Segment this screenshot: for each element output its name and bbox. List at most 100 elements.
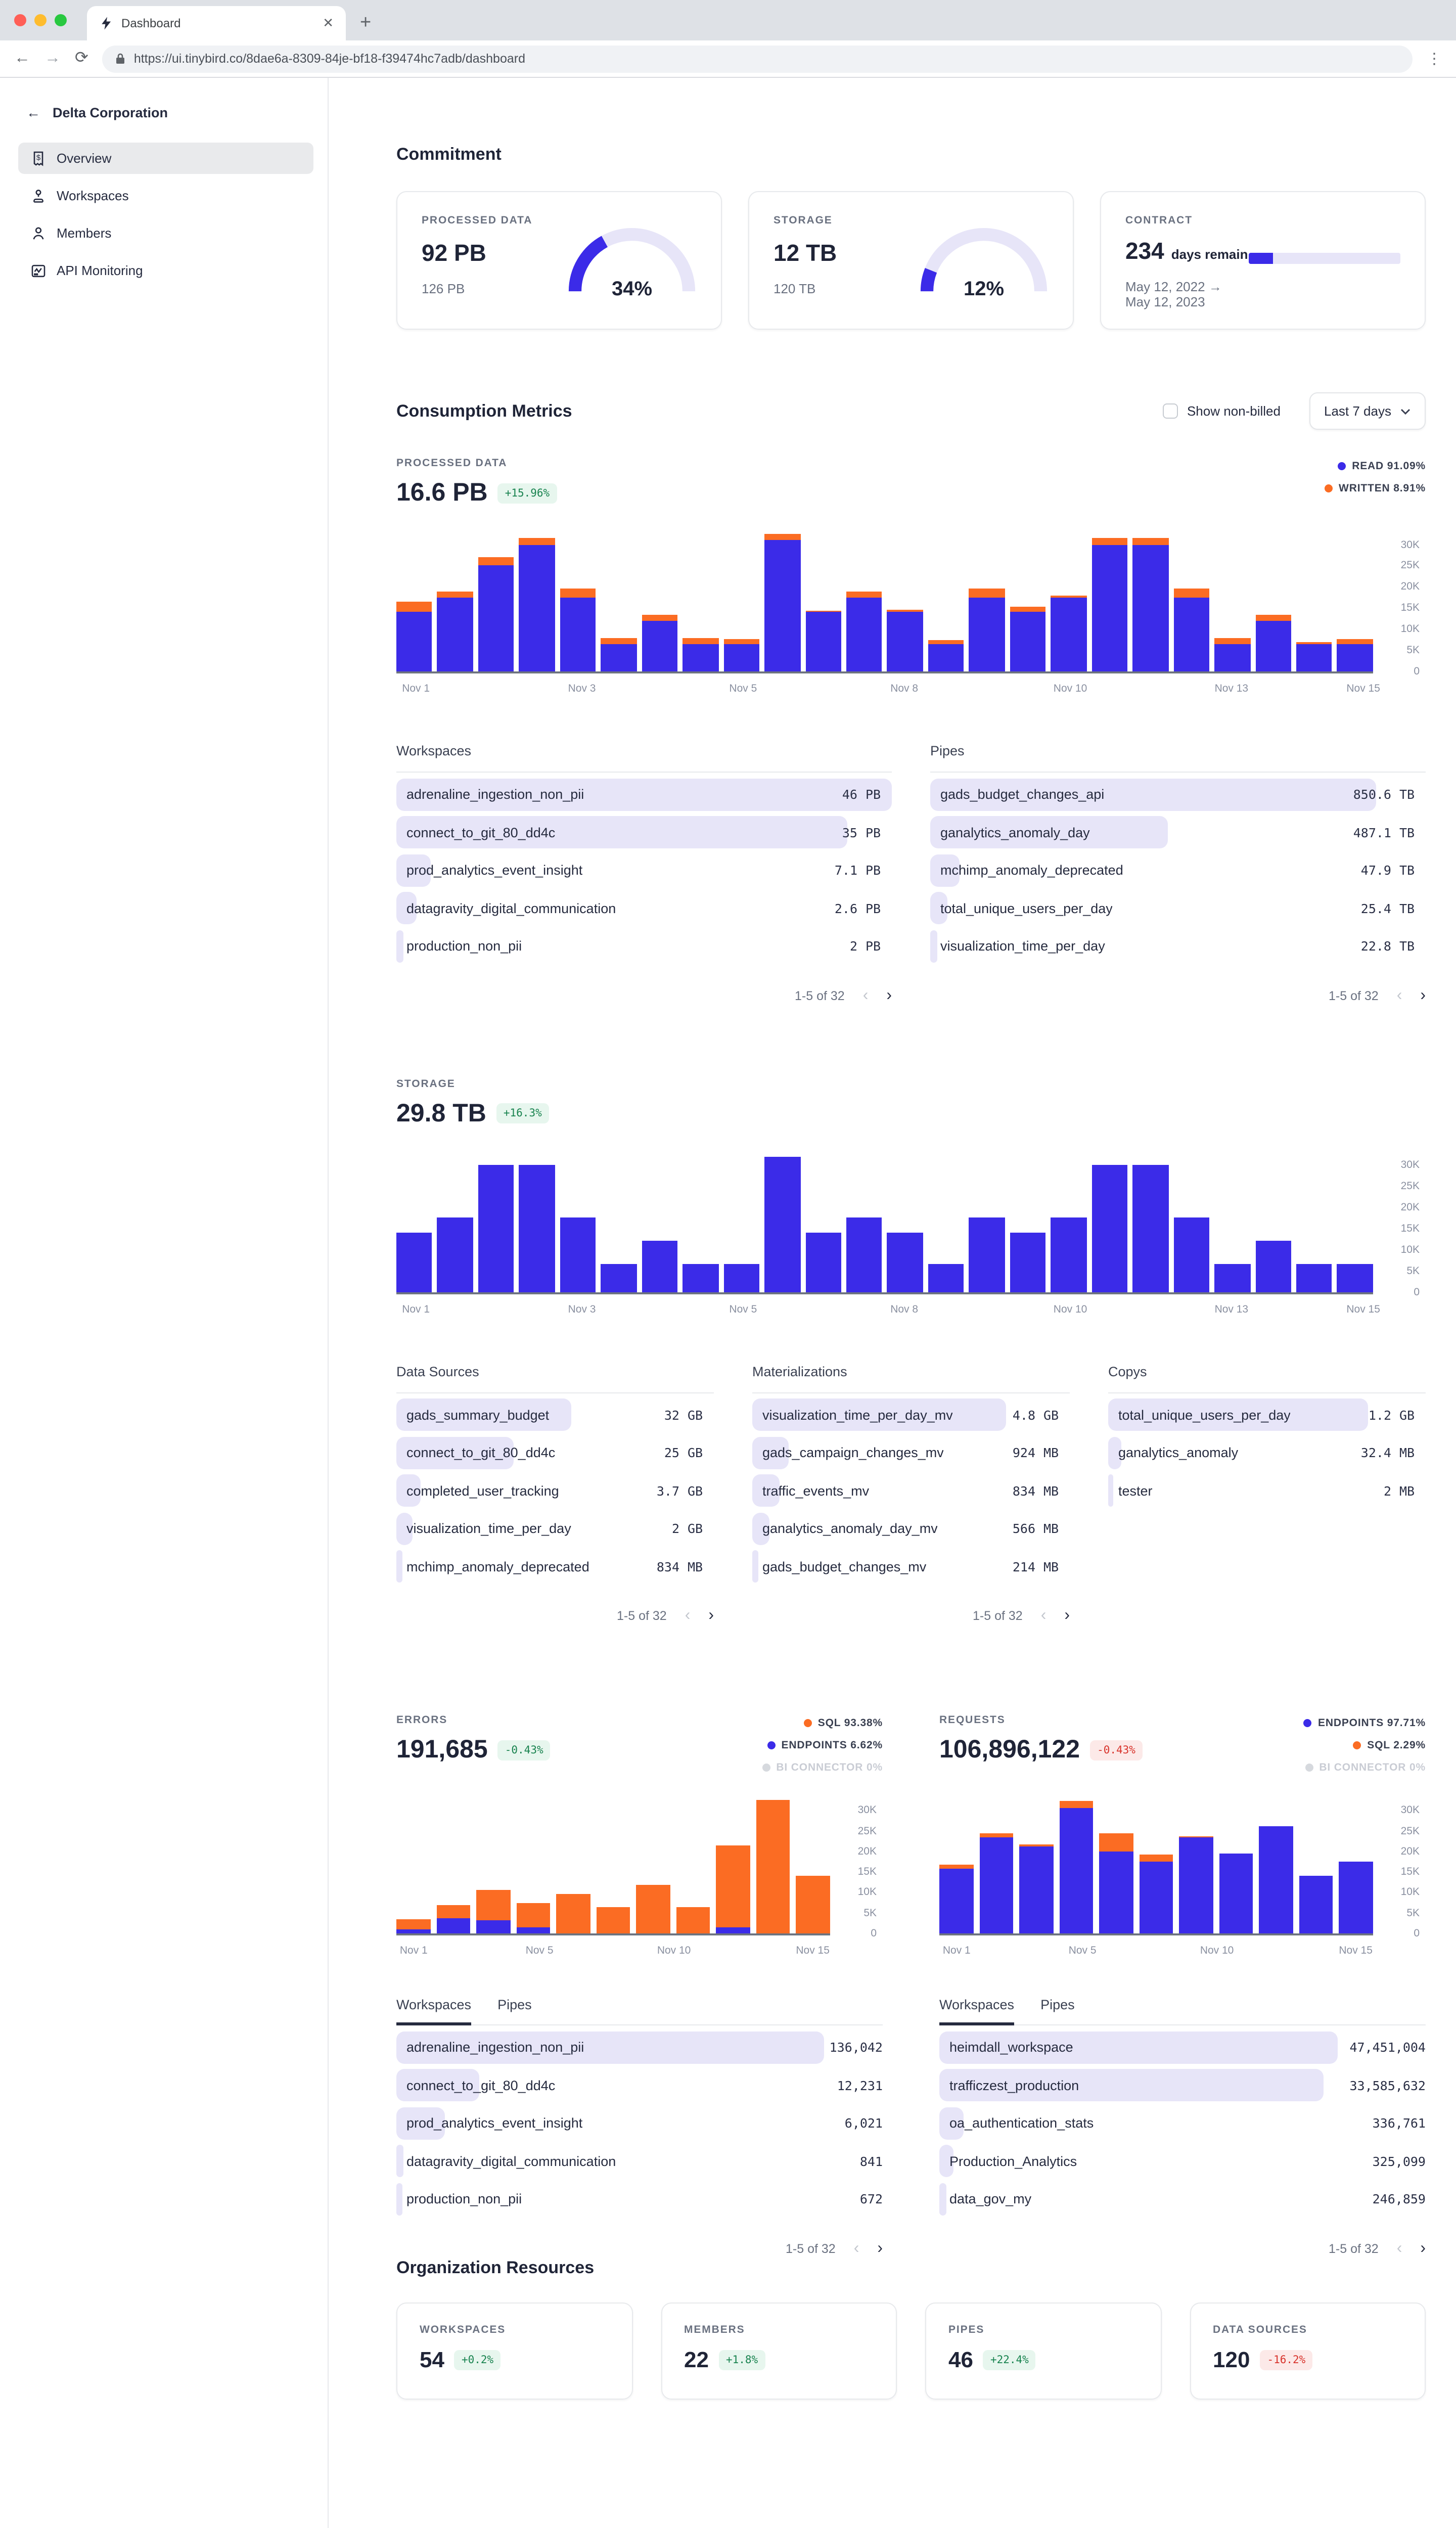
row-name-link[interactable]: datagravity_digital_communication [406,900,616,916]
new-tab-button[interactable]: + [360,12,372,33]
chart-bar [805,1152,841,1292]
row-name-link[interactable]: production_non_pii [406,938,522,954]
chart-legend: SQL 93.38% ENDPOINTS 6.62% BI CONNECTOR 0% [762,1714,883,1774]
row-name-link[interactable]: adrenaline_ingestion_non_pii [406,787,584,802]
show-non-billed-checkbox[interactable]: Show non-billed [1162,403,1281,419]
zoom-window-button[interactable] [55,14,67,26]
org-name: Delta Corporation [53,105,168,120]
pagination-prev-icon[interactable]: ‹ [1396,986,1402,1004]
chart-bar [1139,1798,1173,1933]
x-axis-tick: Nov 13 [1214,683,1249,695]
row-usage-bar [752,1436,789,1469]
browser-tab[interactable]: Dashboard ✕ [87,6,346,40]
tab-pipes[interactable]: Pipes [497,1997,532,2012]
chart-bar [1219,1798,1253,1933]
legend-dot-icon [803,1719,812,1727]
row-name: tester [1118,1483,1153,1498]
url-bar[interactable]: https://ui.tinybird.co/8dae6a-8309-84je-… [102,45,1413,72]
pipes-count-card: PIPES 46 +22.4% [925,2302,1161,2399]
tab-close-icon[interactable]: ✕ [323,15,334,30]
card-label: DATA SOURCES [1213,2323,1307,2335]
pagination-prev-icon[interactable]: ‹ [862,986,869,1004]
pagination-next-icon[interactable]: › [877,2239,883,2256]
commitment-cards: PROCESSED DATA 92 PB 126 PB 34% STORAGE … [396,191,1426,330]
row-name-link[interactable]: heimdall_workspace [949,2040,1073,2055]
legend-dot-icon [1325,484,1333,492]
pagination-prev-icon[interactable]: ‹ [1040,1607,1046,1624]
row-name-link[interactable]: Production_Analytics [949,2153,1077,2169]
pagination-next-icon[interactable]: › [1420,2239,1426,2256]
close-window-button[interactable] [14,14,26,26]
row-name-link[interactable]: datagravity_digital_communication [406,2153,616,2169]
sidebar-item-members[interactable]: Members [18,217,313,249]
row-value: 246,859 [1372,2191,1426,2206]
pagination-range: 1-5 of 32 [786,2241,836,2255]
minimize-window-button[interactable] [34,14,47,26]
pagination-prev-icon[interactable]: ‹ [853,2239,859,2256]
pagination-next-icon[interactable]: › [1420,986,1426,1004]
row-name-link[interactable]: trafficzest_production [949,2078,1079,2093]
chart-bar [723,532,760,671]
table-row: gads_budget_changes_api 850.6 TB [930,778,1426,810]
table-row: visualization_time_per_day_mv 4.8 GB [752,1398,1070,1431]
chart-bar [1173,532,1210,671]
usage-gauge: 34% [567,227,697,300]
checkbox-icon[interactable] [1162,403,1178,419]
row-name-link[interactable]: connect_to_git_80_dd4c [406,2078,556,2093]
back-arrow-icon[interactable]: ← [26,104,40,120]
chart-bar [436,1798,471,1933]
contract-card: CONTRACT 234 days remain May 12, 2022 → … [1100,191,1426,330]
lock-icon [116,53,125,64]
tab-workspaces[interactable]: Workspaces [939,1997,1015,2025]
metric-label: PROCESSED DATA [396,457,508,469]
legend-dot-icon [767,1741,776,1749]
date-range-dropdown[interactable]: Last 7 days [1309,392,1426,430]
row-value: 566 MB [1012,1521,1059,1536]
back-icon[interactable]: ← [14,50,30,67]
row-name-link[interactable]: data_gov_my [949,2191,1032,2206]
row-name-link[interactable]: production_non_pii [406,2191,522,2206]
sidebar-item-api-monitoring[interactable]: API Monitoring [18,255,313,286]
reload-icon[interactable]: ⟳ [75,50,88,67]
legend-item: BI CONNECTOR 0% [1305,1762,1426,1774]
sidebar-item-label: Workspaces [57,188,129,203]
metric-label: STORAGE [396,1077,456,1090]
table-row: completed_user_tracking 3.7 GB [396,1474,714,1507]
y-axis-tick: 15K [1400,602,1420,614]
table-row: heimdall_workspace 47,451,004 [939,2031,1426,2063]
x-axis-tick: Nov 10 [1053,683,1087,695]
row-value: 834 MB [1012,1483,1059,1498]
row-name-link[interactable]: connect_to_git_80_dd4c [406,825,556,840]
chart-bar [596,1798,630,1933]
x-axis-tick: Nov 10 [1053,1303,1087,1315]
requests-table-tabs: Workspaces Pipes [939,1997,1426,2025]
pagination-next-icon[interactable]: › [886,986,892,1004]
y-axis-tick: 15K [1400,1222,1420,1235]
tab-workspaces[interactable]: Workspaces [396,1997,472,2025]
chart-bar [1255,532,1291,671]
row-usage-bar [396,1550,403,1583]
sidebar-item-overview[interactable]: $ Overview [18,143,313,174]
table-row: datagravity_digital_communication 2.6 PB [396,892,892,924]
row-name-link[interactable]: prod_analytics_event_insight [406,863,583,878]
chart-bar [716,1798,750,1933]
forward-icon[interactable]: → [44,50,61,67]
pagination-next-icon[interactable]: › [1064,1607,1070,1624]
row-usage-bar [752,1474,780,1507]
pagination-prev-icon[interactable]: ‹ [685,1607,691,1624]
pagination-next-icon[interactable]: › [708,1607,714,1624]
row-usage-bar [939,2183,947,2215]
row-name-link[interactable]: oa_authentication_stats [949,2115,1094,2131]
row-name-link[interactable]: adrenaline_ingestion_non_pii [406,2040,584,2055]
browser-menu-icon[interactable]: ⋮ [1427,51,1442,68]
sidebar-item-workspaces[interactable]: Workspaces [18,180,313,211]
contract-days: 234 [1125,238,1164,264]
chart-bar [887,1152,923,1292]
card-value: 92 PB [422,240,486,266]
org-header[interactable]: ← Delta Corporation [26,104,313,120]
chart-bar [979,1798,1014,1933]
pagination-prev-icon[interactable]: ‹ [1396,2239,1402,2256]
tab-pipes[interactable]: Pipes [1040,1997,1075,2012]
row-name-link[interactable]: prod_analytics_event_insight [406,2115,583,2131]
chart-bar [723,1152,760,1292]
